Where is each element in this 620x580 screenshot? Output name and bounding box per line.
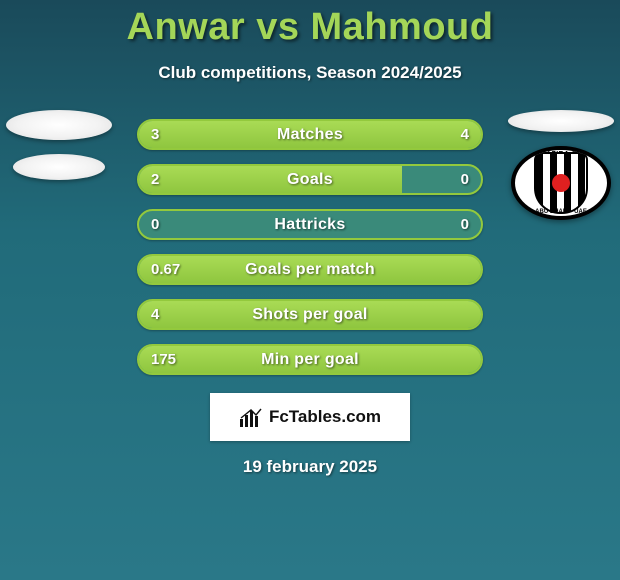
stat-bars: 34Matches 20Goals 00Hattricks 0.67Goals per… <box>137 119 483 375</box>
subtitle: Club competitions, Season 2024/2025 <box>0 63 620 83</box>
crest-stripes <box>534 152 588 214</box>
page-title: Anwar vs Mahmoud <box>0 6 620 49</box>
placeholder-ellipse <box>6 110 112 140</box>
brand-text: FcTables.com <box>269 407 381 427</box>
comparison-card: Anwar vs Mahmoud Club competitions, Seas… <box>0 0 620 580</box>
stat-bar: 34Matches <box>137 119 483 150</box>
bars-chart-icon <box>239 407 263 427</box>
stat-bar: 0.67Goals per match <box>137 254 483 285</box>
stat-label: Matches <box>139 121 481 148</box>
date-text: 19 february 2025 <box>0 457 620 477</box>
stat-bar: 4Shots per goal <box>137 299 483 330</box>
club-crest: AL JAZIRA CLUB ABU DHABI · UAE <box>511 146 611 220</box>
placeholder-ellipse <box>13 154 105 180</box>
stat-label: Goals per match <box>139 256 481 283</box>
stat-bar: 00Hattricks <box>137 209 483 240</box>
crest-top-text: AL JAZIRA CLUB <box>515 151 607 158</box>
placeholder-ellipse <box>508 110 614 132</box>
stat-bar: 175Min per goal <box>137 344 483 375</box>
brand-badge: FcTables.com <box>210 393 410 441</box>
stat-label: Goals <box>139 166 481 193</box>
crest-ball-icon <box>552 174 570 192</box>
stat-label: Min per goal <box>139 346 481 373</box>
stat-label: Hattricks <box>139 211 481 238</box>
crest-bottom-text: ABU DHABI · UAE <box>515 209 607 215</box>
team-left-badge <box>4 110 114 220</box>
crest-inner <box>523 158 599 208</box>
stat-bar: 20Goals <box>137 164 483 195</box>
stat-label: Shots per goal <box>139 301 481 328</box>
team-right-badge: AL JAZIRA CLUB ABU DHABI · UAE <box>506 110 616 220</box>
